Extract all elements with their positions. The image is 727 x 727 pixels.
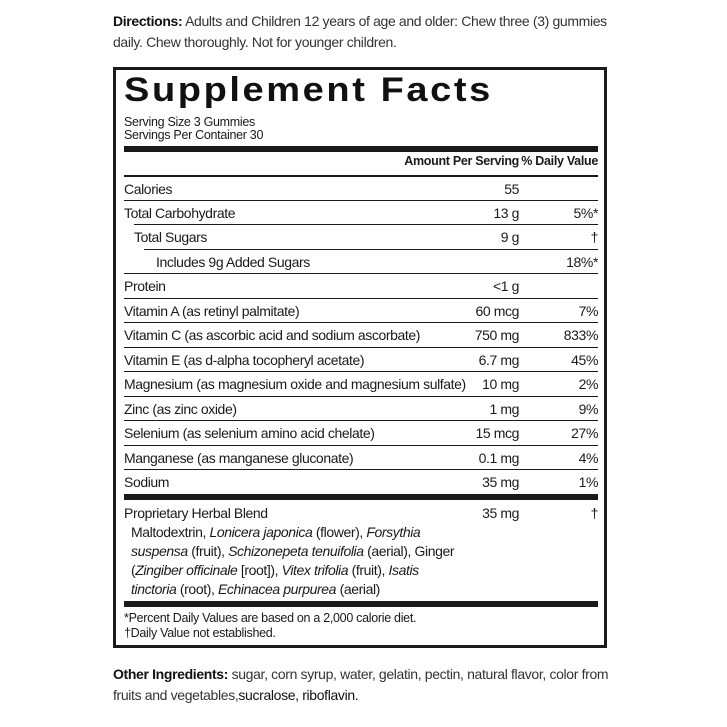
nutrient-amount: 60 mcg (475, 302, 519, 319)
nutrient-row: Zinc (as zinc oxide) 1 mg 9% (124, 395, 599, 422)
blend-name: Proprietary Herbal Blend (124, 505, 268, 521)
nutrient-row: Calories 55 (124, 175, 598, 202)
ingredient-text: (aerial) (336, 581, 381, 597)
directions-label: Directions: (113, 13, 183, 29)
nutrient-row: Vitamin C (as ascorbic acid and sodium a… (124, 322, 598, 348)
ingredient-text: (flower), (312, 524, 367, 540)
nutrient-name: Calories (124, 181, 173, 197)
blend-amount: 35 mg (482, 505, 519, 521)
col-amount-header: Amount Per Serving (404, 154, 519, 168)
nutrient-dv: 9% (578, 400, 599, 417)
ingredient-text: Schizonepeta tenuifolia (228, 543, 364, 559)
nutrient-name: Selenium (as selenium amino acid chelate… (124, 425, 375, 441)
nutrient-name: Magnesium (as magnesium oxide and magnes… (124, 376, 466, 392)
proprietary-blend: Proprietary Herbal Blend 35 mg † Maltode… (124, 504, 598, 599)
nutrient-amount: 750 mg (474, 327, 520, 343)
nutrient-amount: <1 g (492, 278, 519, 294)
directions-text: Adults and Children 12 years of age and … (113, 13, 607, 50)
nutrient-row: Manganese (as manganese gluconate) 0.1 mg… (124, 444, 599, 471)
nutrient-row: Includes 9g Added Sugars 18%* (144, 248, 598, 275)
nutrient-dv: 1% (578, 474, 599, 490)
nutrient-row: Sodium 35 mg 1% (124, 469, 598, 495)
nutrient-amount: 55 (504, 181, 519, 197)
nutrient-row: Protein <1 g (124, 273, 598, 299)
nutrient-amount: 6.7 mg (478, 351, 520, 368)
nutrient-amount: 13 g (493, 204, 519, 221)
nutrient-name: Sodium (124, 474, 170, 490)
ingredient-text: (fruit), (187, 543, 229, 559)
nutrient-row: Selenium (as selenium amino acid chelate… (124, 420, 598, 446)
ingredient-text: Forsythia suspensa (131, 524, 421, 559)
nutrient-amount: 9 g (500, 229, 520, 245)
blend-dv: † (590, 505, 599, 521)
nutrient-dv: 7% (578, 302, 599, 319)
nutrient-name: Vitamin A (as retinyl palmitate) (124, 302, 300, 319)
nutrient-name: Total Carbohydrate (124, 204, 236, 221)
nutrient-amount: 15 mcg (475, 425, 519, 441)
nutrient-amount: 35 mg (482, 474, 519, 490)
ingredient-text: Isatis tinctoria (131, 562, 419, 597)
directions: Directions: Adults and Children 12 years… (113, 11, 613, 53)
nutrient-name: Includes 9g Added Sugars (156, 253, 310, 270)
ingredient-text: [root]), (237, 562, 282, 578)
ingredient-text: Lonicera japonica (209, 524, 313, 540)
other-ingredients-label: Other Ingredients: (113, 666, 229, 682)
ingredient-text: (root), (176, 581, 218, 597)
nutrient-row: Total Sugars 9 g † (134, 224, 598, 250)
nutrient-amount: 10 mg (482, 376, 519, 392)
nutrient-name: Manganese (as manganese gluconate) (124, 449, 354, 466)
ingredient-text: Echinacea purpurea (217, 581, 337, 597)
nutrient-name: Zinc (as zinc oxide) (124, 400, 237, 417)
servings-per-container: Servings Per Container 30 (124, 128, 264, 142)
nutrient-dv: 27% (571, 425, 598, 441)
nutrient-amount: 1 mg (489, 400, 519, 417)
nutrient-name: Vitamin C (as ascorbic acid and sodium a… (124, 327, 421, 343)
blend-ingredients: Maltodextrin, Lonicera japonica (flower)… (124, 523, 461, 599)
ingredient-text: (fruit), (348, 562, 389, 578)
divider-thick (124, 146, 598, 152)
other-ingredients: Other Ingredients: sugar, corn syrup, wa… (113, 664, 613, 706)
ingredient-text: Vitex trifolia (281, 562, 349, 578)
nutrient-row: Vitamin A (as retinyl palmitate) 60 mcg 7% (124, 297, 599, 324)
other-ingredients-text: sugar, corn syrup, water, gelatin, pecti… (113, 666, 609, 703)
nutrient-name: Total Sugars (134, 229, 208, 245)
nutrient-dv: 4% (578, 449, 599, 466)
divider-thick (124, 494, 598, 500)
col-dv-header: % Daily Value (521, 154, 598, 168)
serving-size: Serving Size 3 Gummies (124, 115, 255, 129)
nutrient-dv: 833% (563, 327, 599, 343)
supplement-facts-panel: Supplement Facts Serving Size 3 Gummies … (113, 67, 607, 648)
nutrient-dv: 5%* (573, 204, 599, 221)
nutrient-dv: † (590, 229, 599, 245)
ingredient-text: Zingiber officinale (135, 562, 238, 578)
nutrient-row: Magnesium (as magnesium oxide and magnes… (124, 371, 598, 397)
ingredient-text: Maltodextrin, (131, 524, 210, 540)
other-ingredients-text-bold: sucralose, riboflavin. (238, 687, 359, 703)
nutrient-dv: 45% (571, 351, 598, 368)
footnote-dv: *Percent Daily Values are based on a 2,0… (124, 611, 417, 625)
panel-title: Supplement Facts (124, 71, 493, 109)
nutrient-row: Total Carbohydrate 13 g 5%* (124, 199, 599, 226)
nutrient-dv: 18%* (566, 253, 598, 270)
nutrient-name: Vitamin E (as d-alpha tocopheryl acetate… (124, 351, 365, 368)
nutrient-name: Protein (124, 278, 166, 294)
divider-thick (124, 601, 598, 607)
footnote-dagger: †Daily Value not established. (124, 626, 276, 640)
nutrient-dv: 2% (578, 376, 599, 392)
nutrient-row: Vitamin E (as d-alpha tocopheryl acetate… (124, 346, 598, 373)
ingredient-text: (aerial), Ginger ( (131, 543, 455, 578)
nutrient-amount: 0.1 mg (478, 449, 520, 466)
